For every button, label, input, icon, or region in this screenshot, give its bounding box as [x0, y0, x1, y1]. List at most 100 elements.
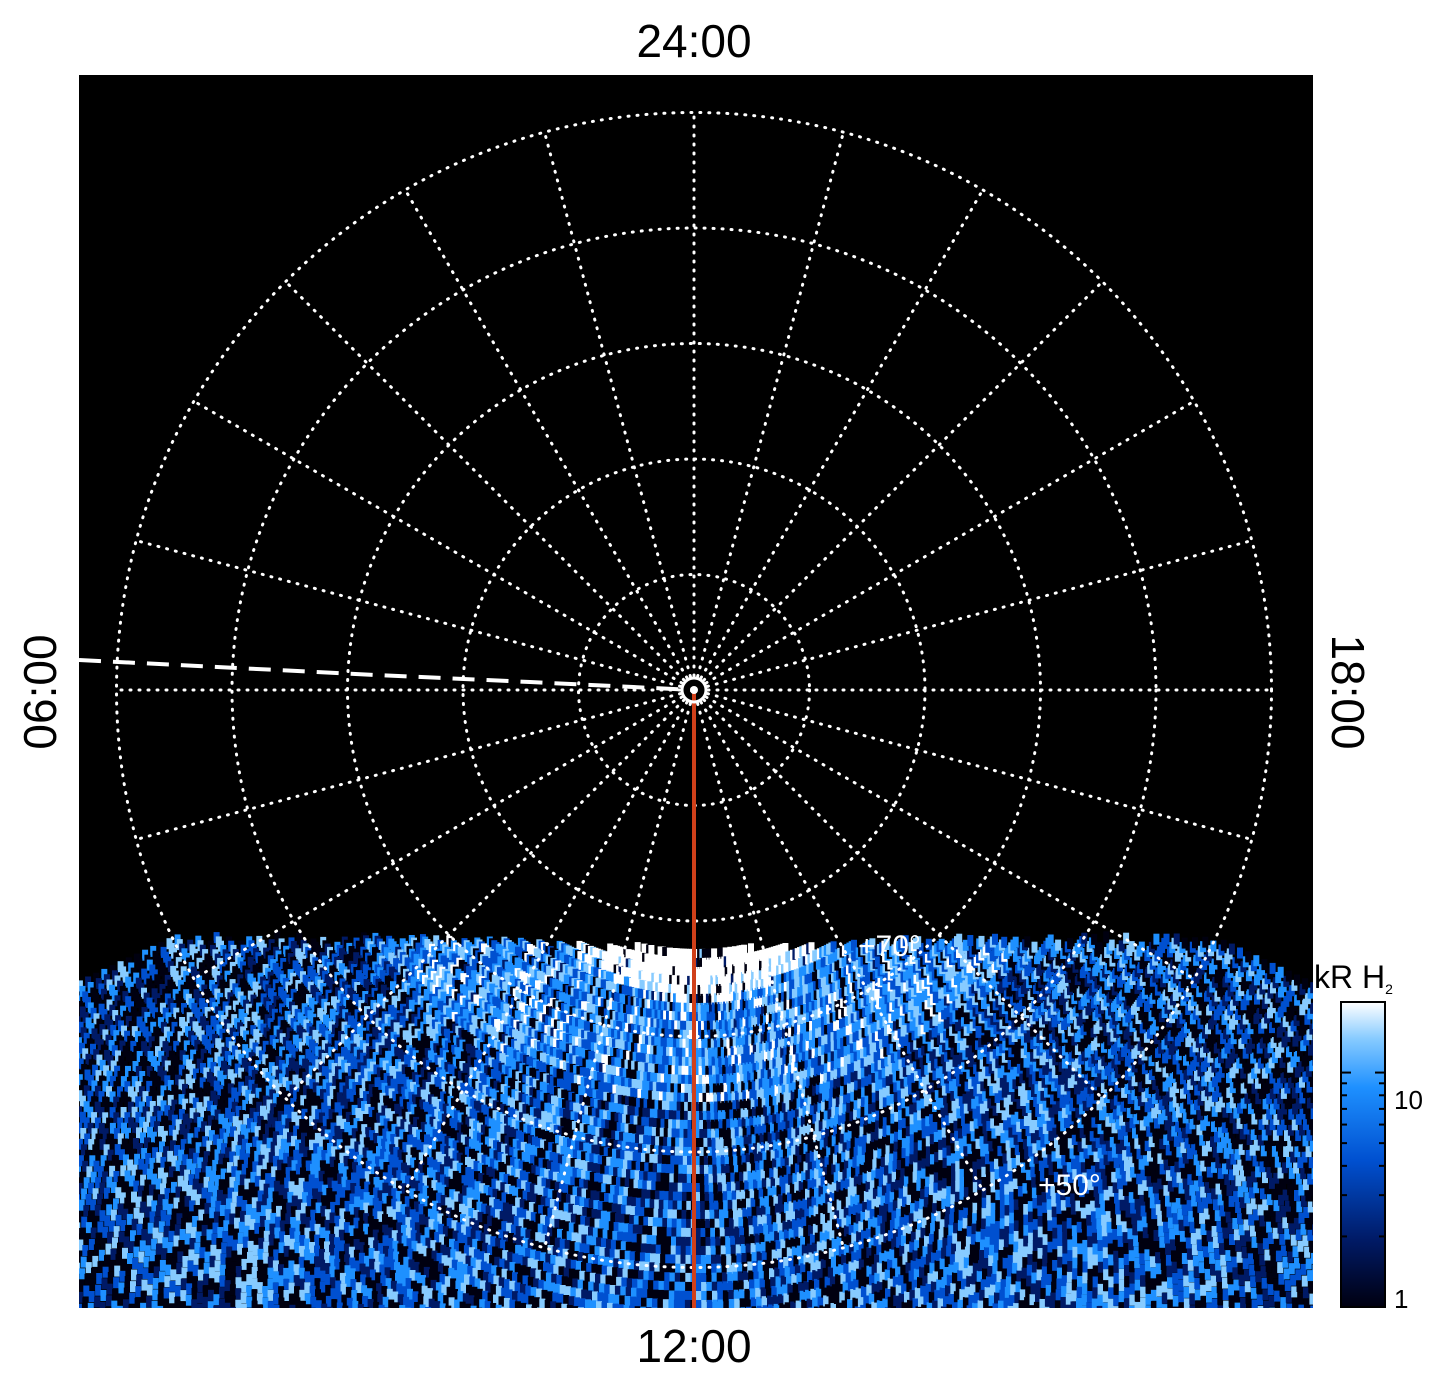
heatmap-cell	[404, 1196, 411, 1208]
heatmap-cell	[500, 1084, 507, 1096]
heatmap-cell	[372, 1039, 379, 1051]
heatmap-cell	[444, 1236, 450, 1248]
heatmap-cell	[179, 1050, 186, 1062]
heatmap-cell	[355, 1175, 362, 1187]
heatmap-cell	[544, 1102, 551, 1114]
heatmap-cell	[446, 1074, 453, 1085]
heatmap-cell	[130, 1148, 136, 1160]
heatmap-cell	[474, 1220, 481, 1232]
heatmap-cell	[553, 1067, 560, 1079]
heatmap-cell	[325, 1198, 332, 1210]
heatmap-cell	[522, 1161, 529, 1173]
heatmap-cell	[291, 1160, 298, 1172]
heatmap-cell	[345, 1190, 352, 1202]
heatmap-cell	[473, 1140, 479, 1152]
heatmap-cell	[479, 1280, 486, 1292]
heatmap-cell	[481, 1104, 488, 1116]
heatmap-cell	[189, 1238, 196, 1250]
heatmap-cell	[473, 1210, 479, 1221]
heatmap-cell	[347, 1053, 354, 1065]
heatmap-cell	[16, 1040, 22, 1051]
heatmap-cell	[159, 1036, 166, 1048]
heatmap-cell	[81, 1064, 88, 1075]
heatmap-cell	[51, 1029, 57, 1040]
heatmap-cell	[191, 1035, 198, 1047]
heatmap-cell	[442, 1226, 449, 1238]
heatmap-cell	[321, 1150, 328, 1161]
heatmap-cell	[416, 1243, 423, 1255]
heatmap-cell	[351, 1104, 358, 1116]
heatmap-cell	[101, 1278, 108, 1290]
heatmap-cell	[192, 1216, 199, 1227]
heatmap-cell	[385, 1108, 392, 1120]
heatmap-cell	[192, 1097, 199, 1109]
heatmap-cell	[47, 1188, 53, 1199]
heatmap-cell	[426, 1288, 433, 1300]
heatmap-cell	[258, 1077, 265, 1089]
heatmap-cell	[256, 1282, 263, 1294]
heatmap-cell	[412, 1251, 419, 1263]
heatmap-cell	[236, 1195, 243, 1207]
heatmap-cell	[368, 1084, 375, 1096]
heatmap-cell	[495, 1030, 502, 1042]
heatmap-cell	[459, 1061, 466, 1072]
heatmap-cell	[485, 1234, 492, 1246]
heatmap-cell	[190, 1049, 197, 1061]
heatmap-cell	[153, 1162, 160, 1174]
heatmap-cell	[435, 1172, 442, 1184]
heatmap-cell	[215, 1124, 222, 1136]
heatmap-cell	[181, 1217, 188, 1229]
heatmap-cell	[410, 1081, 416, 1093]
heatmap-cell	[472, 1130, 479, 1142]
heatmap-cell	[393, 1034, 400, 1046]
heatmap-cell	[68, 1228, 74, 1239]
heatmap-cell	[79, 1155, 84, 1167]
heatmap-cell	[391, 1219, 398, 1231]
heatmap-cell	[434, 1301, 441, 1308]
heatmap-cell	[31, 1103, 37, 1114]
heatmap-cell	[536, 1060, 543, 1072]
heatmap-cell	[329, 1233, 336, 1245]
heatmap-cell	[351, 1172, 357, 1184]
heatmap-cell	[447, 1030, 453, 1042]
heatmap-cell	[170, 1269, 177, 1281]
heatmap-cell	[400, 1119, 407, 1131]
heatmap-cell	[116, 1101, 123, 1113]
heatmap-cell	[515, 1100, 521, 1112]
heatmap-cell	[507, 1037, 514, 1049]
heatmap-cell	[79, 1106, 83, 1118]
heatmap-cell	[71, 990, 77, 1001]
heatmap-cell	[411, 1072, 418, 1084]
heatmap-cell	[203, 1262, 210, 1274]
heatmap-cell	[428, 1298, 435, 1308]
heatmap-cell	[440, 1184, 447, 1196]
heatmap-cell	[242, 1247, 248, 1259]
heatmap-cell	[49, 1177, 55, 1188]
heatmap-cell	[507, 1175, 514, 1187]
heatmap-cell	[321, 1102, 328, 1114]
heatmap-cell	[436, 1067, 442, 1079]
heatmap-cell	[396, 1222, 403, 1234]
heatmap-cell	[382, 1193, 389, 1205]
heatmap-cell	[46, 1217, 52, 1228]
heatmap-cell	[369, 1049, 376, 1061]
heatmap-cell	[455, 1251, 462, 1263]
heatmap-cell	[256, 1293, 263, 1305]
heatmap-cell	[503, 1173, 510, 1185]
heatmap-cell	[83, 1205, 90, 1217]
heatmap-cell	[213, 1066, 220, 1078]
heatmap-cell	[378, 1243, 385, 1255]
heatmap-cell	[311, 1153, 318, 1165]
heatmap-cell	[406, 1079, 413, 1091]
heatmap-cell	[432, 1031, 439, 1043]
heatmap-cell	[194, 1242, 201, 1254]
heatmap-cell	[363, 1043, 369, 1055]
heatmap-cell	[79, 1251, 82, 1263]
heatmap-cell	[72, 1286, 78, 1297]
heatmap-cell	[392, 1167, 398, 1179]
heatmap-cell	[423, 1144, 430, 1156]
heatmap-cell	[531, 1305, 538, 1308]
heatmap-cell	[11, 1245, 17, 1256]
heatmap-cell	[283, 1090, 289, 1102]
heatmap-cell	[304, 1170, 311, 1182]
